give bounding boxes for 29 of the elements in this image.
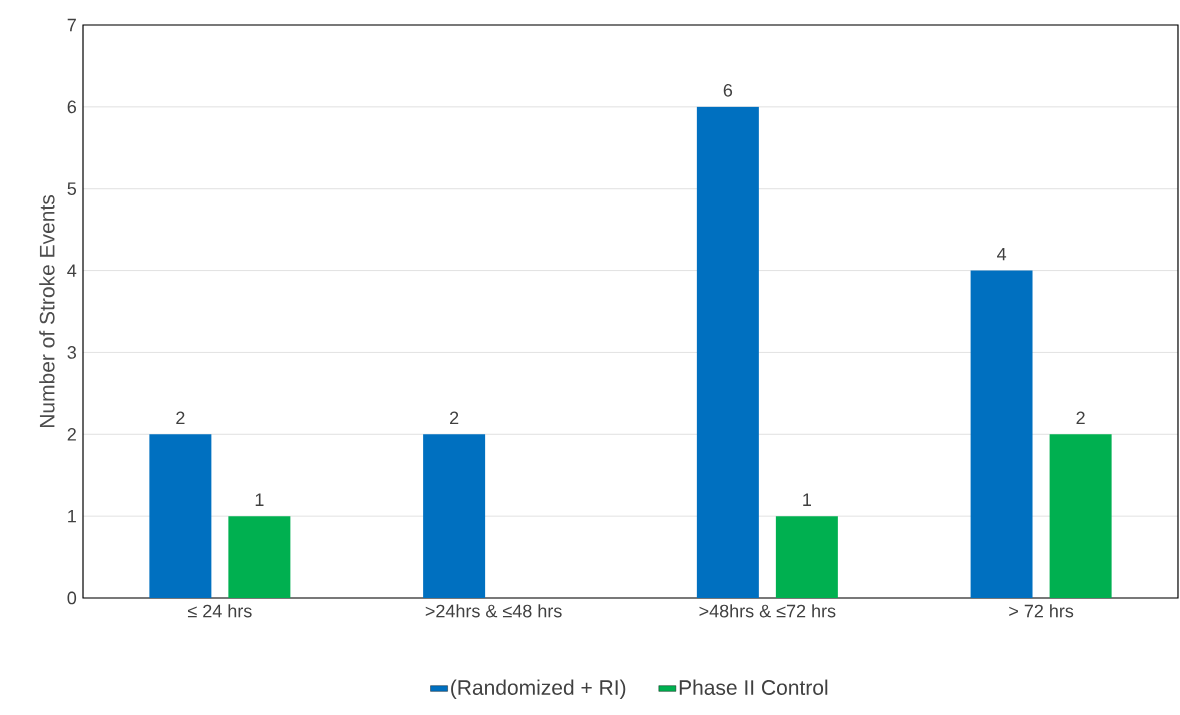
data-label: 1 (803, 493, 811, 506)
y-tick-label: 7 (67, 18, 76, 32)
x-tick-label: > 72 hrs (1009, 604, 1074, 618)
data-label: 2 (1076, 411, 1085, 425)
bar (149, 434, 212, 598)
legend-label: (Randomized + RI) (451, 679, 626, 700)
data-label: 2 (176, 411, 185, 425)
y-tick-label: 3 (67, 346, 77, 359)
y-tick-label: 2 (67, 427, 76, 441)
data-label: 1 (255, 493, 264, 506)
bar (423, 434, 486, 598)
y-axis-title: Number of Stroke Events (39, 194, 55, 428)
bar (228, 516, 291, 598)
y-tick-label: 4 (67, 264, 77, 277)
y-tick-label: 0 (67, 591, 77, 605)
bar (1049, 434, 1112, 598)
x-tick-label: >48hrs & ≤72 hrs (699, 604, 836, 618)
data-label: 4 (997, 247, 1007, 261)
bar (970, 270, 1033, 598)
x-tick-label: >24hrs & ≤48 hrs (425, 604, 562, 618)
legend-label: Phase II Control (679, 679, 828, 695)
y-tick-label: 1 (68, 509, 76, 523)
data-label: 2 (450, 411, 459, 425)
bar (696, 106, 759, 598)
data-label: 6 (723, 83, 733, 97)
bar (775, 516, 838, 598)
y-tick-label: 6 (67, 100, 77, 114)
y-tick-label: 5 (67, 182, 77, 195)
x-tick-label: ≤ 24 hrs (187, 604, 252, 618)
